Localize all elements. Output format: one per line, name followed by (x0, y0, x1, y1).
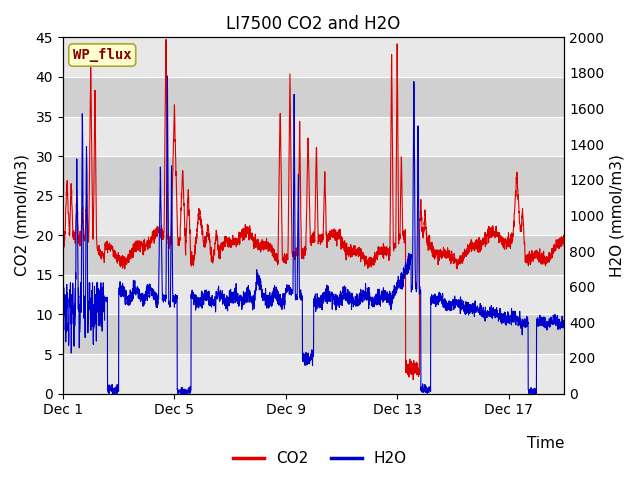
Bar (63, 275, 564, 314)
Bar (63, 77, 564, 117)
Y-axis label: H2O (mmol/m3): H2O (mmol/m3) (610, 154, 625, 277)
Text: Time: Time (527, 436, 564, 451)
Legend: CO2, H2O: CO2, H2O (227, 445, 413, 472)
Title: LI7500 CO2 and H2O: LI7500 CO2 and H2O (227, 15, 401, 33)
Bar (63, 196, 564, 235)
Text: WP_flux: WP_flux (73, 48, 132, 62)
Bar (63, 156, 564, 196)
Bar (63, 354, 564, 394)
Bar (63, 37, 564, 77)
Bar (63, 314, 564, 354)
Bar (63, 235, 564, 275)
Y-axis label: CO2 (mmol/m3): CO2 (mmol/m3) (15, 155, 30, 276)
Bar (63, 117, 564, 156)
